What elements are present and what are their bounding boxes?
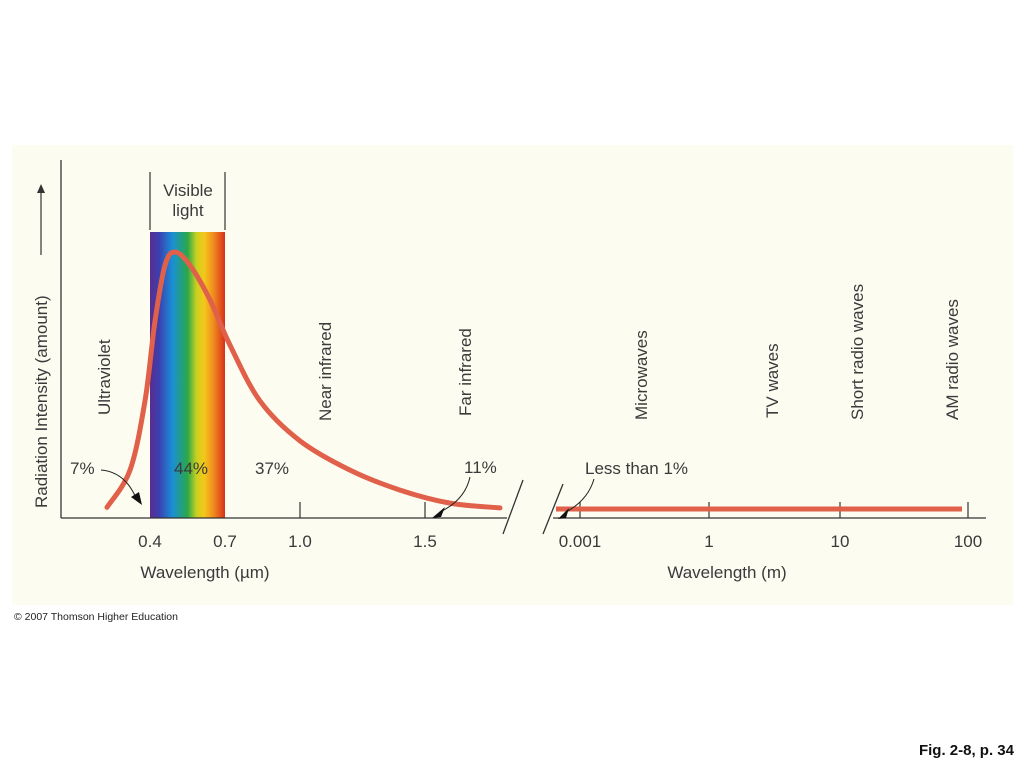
intensity-curve bbox=[104, 249, 503, 511]
arrow-radio-head-icon bbox=[558, 508, 569, 519]
axis-break-left bbox=[502, 479, 524, 535]
region-label-near-infrared: Near infrared bbox=[316, 322, 335, 421]
percent-visible: 44% bbox=[174, 459, 208, 478]
region-label-short-radio-waves: Short radio waves bbox=[848, 284, 867, 420]
x-tick-label-right: 100 bbox=[954, 532, 982, 551]
x-tick-label-right: 10 bbox=[831, 532, 850, 551]
copyright-credit: © 2007 Thomson Higher Education bbox=[14, 611, 178, 623]
axis-break-right bbox=[542, 483, 564, 535]
x-tick-label-left: 0.4 bbox=[138, 532, 162, 551]
percent-ultraviolet: 7% bbox=[70, 459, 95, 478]
x-tick-label-left: 0.7 bbox=[213, 532, 237, 551]
visible-label-line2: light bbox=[172, 201, 203, 220]
region-label-am-radio-waves: AM radio waves bbox=[943, 299, 962, 420]
region-label-ultraviolet: Ultraviolet bbox=[95, 339, 114, 415]
y-axis-label: Radiation Intensity (amount) bbox=[32, 295, 51, 508]
x-axis-label-left: Wavelength (µm) bbox=[140, 563, 269, 582]
y-axis-arrow-icon bbox=[37, 184, 45, 193]
region-label-far-infrared: Far infrared bbox=[456, 328, 475, 416]
x-tick-label-left: 1.0 bbox=[288, 532, 312, 551]
percent-near-infrared: 37% bbox=[255, 459, 289, 478]
x-tick-label-left: 1.5 bbox=[413, 532, 437, 551]
x-tick-label-right: 1 bbox=[704, 532, 713, 551]
arrow-ultraviolet bbox=[100, 469, 137, 499]
region-label-tv-waves: TV waves bbox=[763, 343, 782, 418]
x-axis-label-right: Wavelength (m) bbox=[667, 563, 786, 582]
x-tick-label-right: 0.001 bbox=[559, 532, 602, 551]
arrow-ultraviolet-head-icon bbox=[131, 492, 142, 505]
percent-radio: Less than 1% bbox=[585, 459, 688, 478]
visible-label-line1: Visible bbox=[163, 181, 213, 200]
arrow-radio bbox=[565, 478, 595, 513]
arrow-far-infrared bbox=[439, 476, 471, 513]
region-label-microwaves: Microwaves bbox=[632, 330, 651, 420]
percent-far-infrared: 11% bbox=[464, 458, 497, 477]
figure-reference: Fig. 2-8, p. 34 bbox=[918, 742, 1014, 759]
arrow-far-infrared-head-icon bbox=[432, 507, 445, 518]
